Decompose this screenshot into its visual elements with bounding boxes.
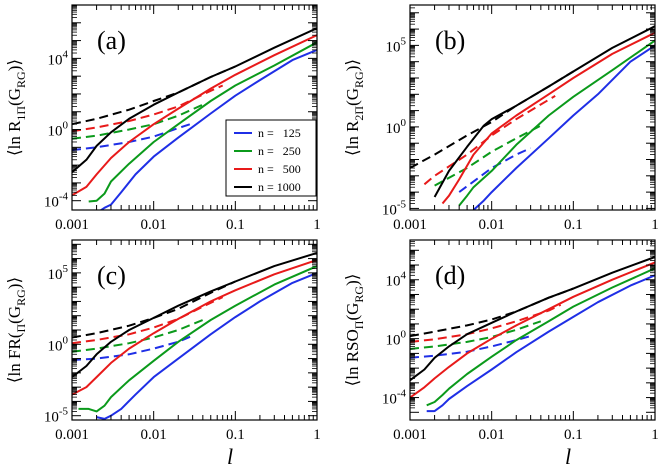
x-tick-label: 1 [313,217,321,233]
legend-entry: n = 1000 [258,180,301,194]
plot-frame-a [71,4,318,211]
series-c-250-dashed [72,319,204,353]
y-tick-label: 10-4 [44,191,69,211]
x-tick-label: 0.01 [479,427,505,443]
y-axis-title-b: ⟨ln R2Π(GRG)⟩ [343,59,366,156]
x-tick-label: 0.1 [226,217,245,233]
series-a-500-solid [72,34,317,197]
series-a-500-dashed [72,84,224,133]
y-tick-label: 10-5 [44,406,69,426]
x-tick-label: 1 [313,427,321,443]
y-tick-label: 105 [48,263,69,283]
series-a-125-solid [99,48,317,210]
x-tick-label: 0.01 [479,217,505,233]
x-tick-label: 0.001 [55,217,89,233]
series-d-500-solid [410,261,655,399]
x-tick-label: 0.01 [141,427,167,443]
series-b-250-dashed [434,124,542,187]
series-d-125-solid [426,274,655,413]
panel-label-c: (c) [97,261,126,290]
series-d-1000-dashed [410,287,574,338]
series-c-500-solid [72,259,317,396]
legend-entry: n = 500 [258,162,301,176]
legend-entry: n = 250 [258,144,301,158]
panel-label-b: (b) [435,26,465,55]
series-c-1000-dashed [72,280,236,339]
y-tick-label: 100 [386,117,407,137]
series-b-1000-solid [433,25,655,198]
y-tick-label: 10-5 [382,198,407,218]
x-axis-title-left: l [227,444,233,469]
series-c-125-dashed [72,334,193,361]
y-tick-label: 100 [386,329,407,349]
y-axis-title-c: ⟨ln FR(Π(GRG)⟩ [5,277,28,383]
series-d-250-solid [426,267,655,407]
x-tick-label: 0.001 [55,427,89,443]
series-b-250-solid [458,39,655,207]
legend: n = 125 n = 250 n = 500 n = 1000 [225,119,317,197]
series-a-250-solid [88,41,317,203]
x-tick-label: 1 [651,217,659,233]
y-tick-label: 105 [386,35,407,55]
legend-entry: n = 125 [258,126,301,140]
y-axis-title-a: ⟨ln R1Π(GRG)⟩ [5,59,28,156]
x-tick-label: 1 [651,427,659,443]
y-tick-label: 104 [48,48,69,68]
panel-d: 0.001 0.01 0.1 1 10-4 100 104 (d) ⟨ln RSOΠ(GRG)⟩ [343,239,659,443]
series-d-1000-solid [410,256,655,382]
y-tick-label: 100 [48,120,69,140]
series-b-500-solid [441,31,655,205]
series-c-250-solid [78,265,317,413]
plot-frame-b [409,4,656,211]
y-axis-title-d: ⟨ln RSOΠ(GRG)⟩ [343,274,366,387]
series-a-1000-solid [72,27,317,173]
x-tick-label: 0.1 [564,217,583,233]
series-c-125-solid [96,271,317,420]
panel-label-d: (d) [435,261,465,290]
x-tick-label: 0.1 [226,427,245,443]
series-c-500-dashed [72,296,224,345]
series-a-125-dashed [72,122,193,152]
series-b-125-dashed [458,147,532,193]
series-d-250-dashed [410,320,542,350]
x-axis-title-right: l [565,444,571,469]
series-d-500-dashed [410,303,562,343]
panel-b: 0.001 0.01 0.1 1 10-5 100 105 (b) ⟨ln R2Π(GRG)⟩ [343,4,659,233]
series-b-125-solid [472,44,655,210]
x-tick-label: 0.01 [141,217,167,233]
series-d-125-dashed [410,335,531,359]
series-b-500-dashed [423,95,556,186]
y-tick-label: 10-4 [382,388,407,408]
y-tick-label: 100 [48,334,69,354]
y-tick-label: 104 [386,270,407,290]
series-b-1000-dashed [410,70,574,169]
panel-label-a: (a) [97,26,126,55]
panel-a: 0.001 0.01 0.1 1 10-4 100 104 (a) ⟨ln R1Π(GRG)⟩ [5,4,321,233]
panel-c: 0.001 0.01 0.1 1 10-5 100 105 (c) ⟨ln FR(Π(GRG)⟩ [5,239,321,443]
x-tick-label: 0.001 [393,217,427,233]
series-a-1000-dashed [72,65,236,126]
x-tick-label: 0.1 [564,427,583,443]
series-a-250-dashed [72,103,204,140]
x-tick-label: 0.001 [393,427,427,443]
